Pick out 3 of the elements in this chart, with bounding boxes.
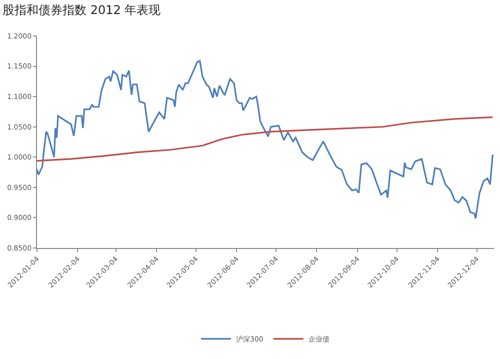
chart-title: 股指和债券指数 2012 年表现: [2, 2, 161, 17]
line-series: [37, 116, 494, 162]
line-series: [37, 60, 494, 220]
